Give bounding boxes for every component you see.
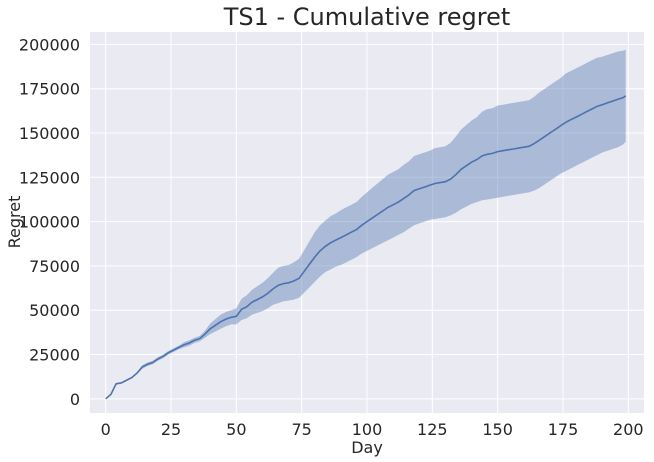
x-tick-label: 150 bbox=[482, 420, 513, 439]
y-tick-label: 100000 bbox=[19, 213, 80, 232]
x-tick-label: 0 bbox=[101, 420, 111, 439]
y-tick-label: 75000 bbox=[29, 257, 80, 276]
x-tick-label: 50 bbox=[226, 420, 246, 439]
x-tick-label: 175 bbox=[548, 420, 579, 439]
y-tick-label: 150000 bbox=[19, 124, 80, 143]
x-tick-label: 25 bbox=[161, 420, 181, 439]
y-axis-label: Regret bbox=[5, 196, 24, 249]
ticks: 0 25 50 75 100 125 150 175 200 0 25000 50000 75000 10… bbox=[19, 35, 644, 439]
x-tick-label: 200 bbox=[613, 420, 644, 439]
x-axis-label: Day bbox=[351, 438, 383, 457]
y-tick-label: 50000 bbox=[29, 301, 80, 320]
chart-title: TS1 - Cumulative regret bbox=[223, 3, 511, 31]
y-tick-label: 200000 bbox=[19, 35, 80, 54]
x-tick-label: 75 bbox=[291, 420, 311, 439]
x-tick-label: 100 bbox=[352, 420, 383, 439]
y-tick-label: 175000 bbox=[19, 80, 80, 99]
x-tick-label: 125 bbox=[417, 420, 448, 439]
confidence-band bbox=[105, 49, 626, 399]
y-tick-label: 25000 bbox=[29, 346, 80, 365]
y-tick-label: 125000 bbox=[19, 168, 80, 187]
y-tick-label: 0 bbox=[70, 390, 80, 409]
mean-line bbox=[105, 95, 627, 400]
